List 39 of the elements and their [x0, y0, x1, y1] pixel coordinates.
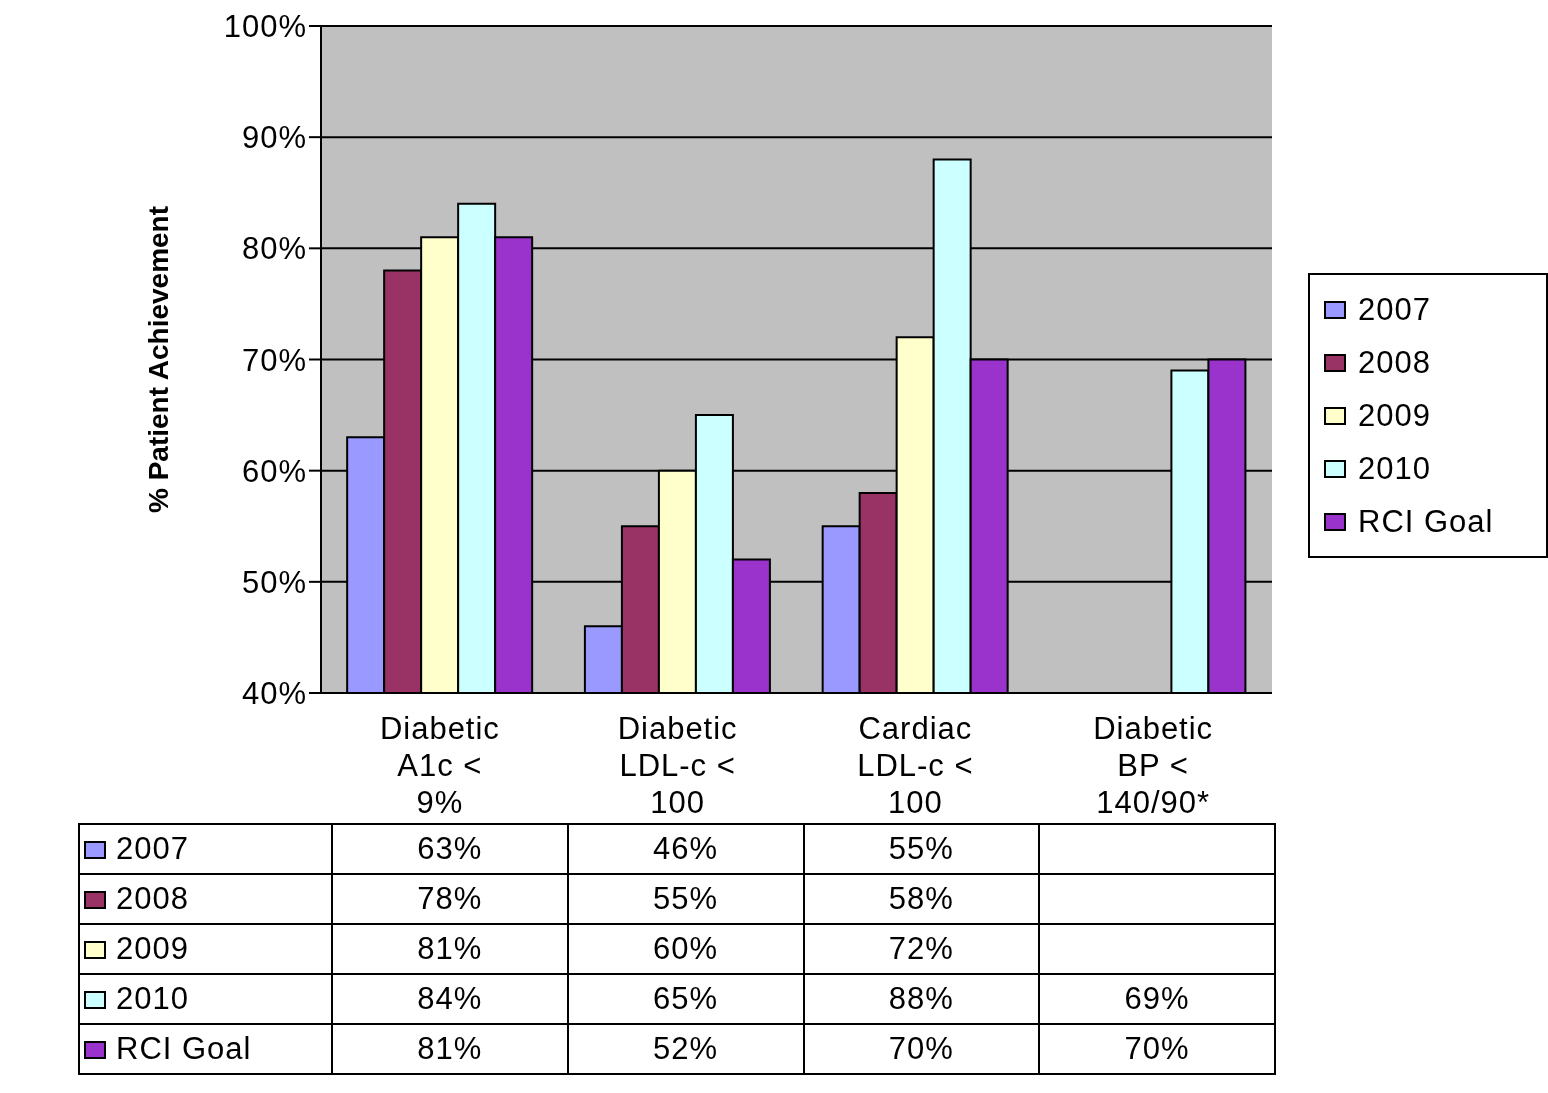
- text: 2009: [1358, 397, 1431, 433]
- y-tick-label: 60%: [241, 453, 307, 489]
- data-label: 52%: [567, 1024, 804, 1074]
- y-axis-title: % Patient Achievement: [142, 205, 174, 514]
- data-label: 81%: [332, 1024, 568, 1074]
- data-label: 69%: [1039, 974, 1275, 1024]
- y-tick-label: 40%: [241, 676, 307, 712]
- text: 2007: [1358, 291, 1431, 327]
- y-tick-label: 90%: [241, 120, 307, 156]
- data-label: 70%: [1039, 1024, 1275, 1074]
- y-tick-label: 100%: [223, 9, 307, 45]
- legend-label: 2010: [1358, 450, 1431, 487]
- data-label: 60%: [567, 924, 804, 974]
- y-tick-label: 70%: [241, 342, 307, 378]
- data-label: 58%: [803, 874, 1040, 924]
- text: 2008: [1358, 344, 1431, 380]
- text: RCI Goal: [116, 1031, 252, 1066]
- data-label: 46%: [567, 824, 804, 874]
- x-tick-label: Diabetic A1c < 9%: [379, 711, 500, 820]
- data-label: 63%: [332, 824, 568, 874]
- data-label: 84%: [332, 974, 568, 1024]
- data-label: 72%: [803, 924, 1040, 974]
- legend-label: 2007: [79, 824, 332, 874]
- legend-label: 2008: [79, 874, 332, 924]
- y-tick-label: 80%: [241, 231, 307, 267]
- legend-label: RCI Goal: [1358, 503, 1494, 540]
- data-label: 55%: [567, 874, 804, 924]
- data-label: 81%: [332, 924, 568, 974]
- legend-label: 2009: [79, 924, 332, 974]
- x-tick-label: Diabetic BP < 140/90*: [1093, 711, 1214, 820]
- y-tick-label: 50%: [241, 564, 307, 600]
- data-label: 55%: [803, 824, 1040, 874]
- data-label: 65%: [567, 974, 804, 1024]
- data-label: 78%: [332, 874, 568, 924]
- x-tick-label: Diabetic LDL-c < 100: [617, 711, 738, 820]
- x-tick-label: Cardiac LDL-c < 100: [857, 711, 974, 820]
- text: 2010: [116, 981, 189, 1016]
- data-label: 88%: [803, 974, 1040, 1024]
- data-label: 70%: [803, 1024, 1040, 1074]
